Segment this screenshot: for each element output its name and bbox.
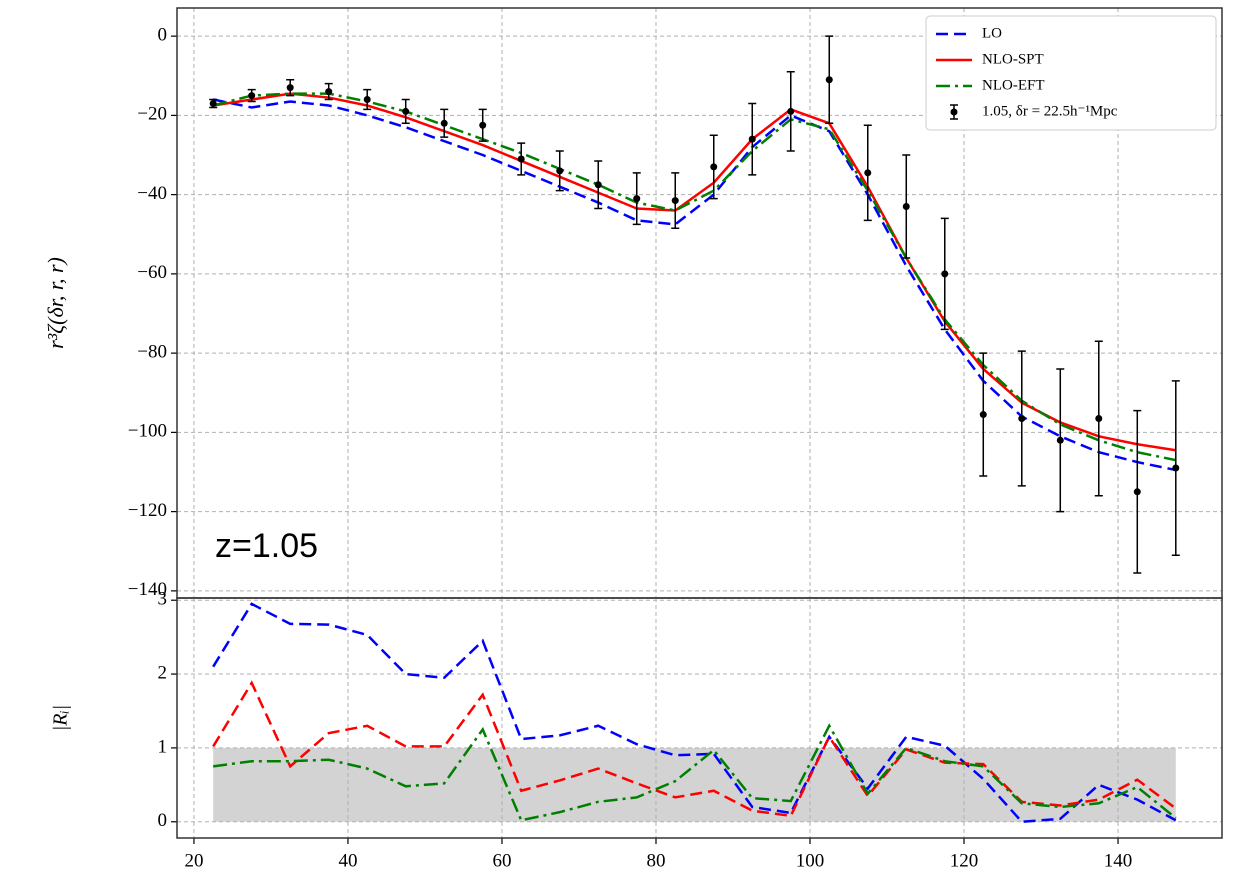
legend-label: LO [982,25,1002,41]
data-point [209,99,217,107]
data-point [748,135,756,143]
legend-marker [950,108,958,116]
data-point [402,107,410,115]
data-point [517,155,525,163]
series-line [212,92,1177,462]
series-line [213,92,1176,452]
data-point [248,92,256,100]
data-point [1133,488,1141,496]
y-tick-label: 0 [158,24,168,45]
y-tick-label: −120 [128,500,167,521]
y-tick-label: 1 [158,736,168,757]
annotation: z=1.05 [215,527,318,565]
data-point [440,119,448,127]
data-point [710,163,718,171]
x-tick-label: 120 [950,850,979,871]
data-point [479,121,487,129]
y-tick-label: −100 [128,421,167,442]
y-axis-label: r³ζ(δr, r, r) [43,257,68,349]
y-tick-label: −40 [137,183,167,204]
x-tick-label: 60 [492,850,511,871]
data-point [286,84,294,92]
data-point [633,195,641,203]
data-point [594,181,602,189]
data-point [787,107,795,115]
data-point [902,203,910,211]
y-tick-label: −60 [137,262,167,283]
data-point [1172,464,1180,472]
data-point [363,96,371,104]
legend-box [925,15,1217,131]
series-line [212,680,1177,818]
y-tick-label: 2 [158,662,168,683]
x-tick-label: 100 [796,850,825,871]
x-tick-label: 20 [184,850,203,871]
legend: LO NLO-SPT NLO-EFT 1.05, δr = 22.5h⁻¹Mpc [925,15,1217,131]
y-tick-label: −20 [137,104,167,125]
band [213,747,1176,822]
data-point [1056,436,1064,444]
y-axis-label: |Rᵢ| [50,705,72,731]
data-point [864,169,872,177]
series-line [212,602,1177,824]
legend-label: 1.05, δr = 22.5h⁻¹Mpc [982,103,1118,119]
data-point [556,167,564,175]
data-point [941,270,949,278]
x-tick-label: 40 [338,850,357,871]
plot-frame [176,597,1223,839]
series-line [213,723,1177,822]
data-point [979,411,987,419]
y-tick-label: 0 [158,810,168,831]
legend-label: NLO-EFT [982,77,1045,93]
data-point [1095,415,1103,423]
data-point [825,76,833,84]
legend-label: NLO-SPT [982,51,1044,67]
series-line [212,98,1177,472]
x-tick-label: 140 [1104,850,1133,871]
x-tick-label: 80 [646,850,665,871]
y-tick-label: −140 [128,579,167,600]
data-point [671,197,679,205]
data-point [325,88,333,96]
y-tick-label: 3 [158,589,168,610]
y-tick-label: −80 [137,341,167,362]
data-point [1018,415,1026,423]
